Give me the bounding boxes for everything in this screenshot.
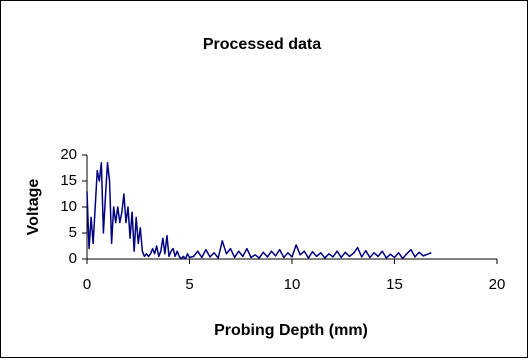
x-axis-label: Probing Depth (mm)	[214, 322, 368, 339]
y-tick-label: 15	[60, 172, 77, 189]
y-tick-label: 20	[60, 146, 77, 163]
x-tick-label: 20	[489, 276, 506, 293]
x-tick-label: 0	[83, 276, 91, 293]
y-tick-label: 0	[69, 250, 77, 267]
y-axis-label: Voltage	[25, 179, 42, 236]
x-tick-label: 15	[386, 276, 403, 293]
y-tick-label: 10	[60, 198, 77, 215]
chart-title: Processed data	[203, 36, 321, 53]
x-tick-label: 10	[284, 276, 301, 293]
data-line	[86, 162, 432, 260]
x-tick-label: 5	[185, 276, 193, 293]
y-tick-label: 5	[69, 224, 77, 241]
